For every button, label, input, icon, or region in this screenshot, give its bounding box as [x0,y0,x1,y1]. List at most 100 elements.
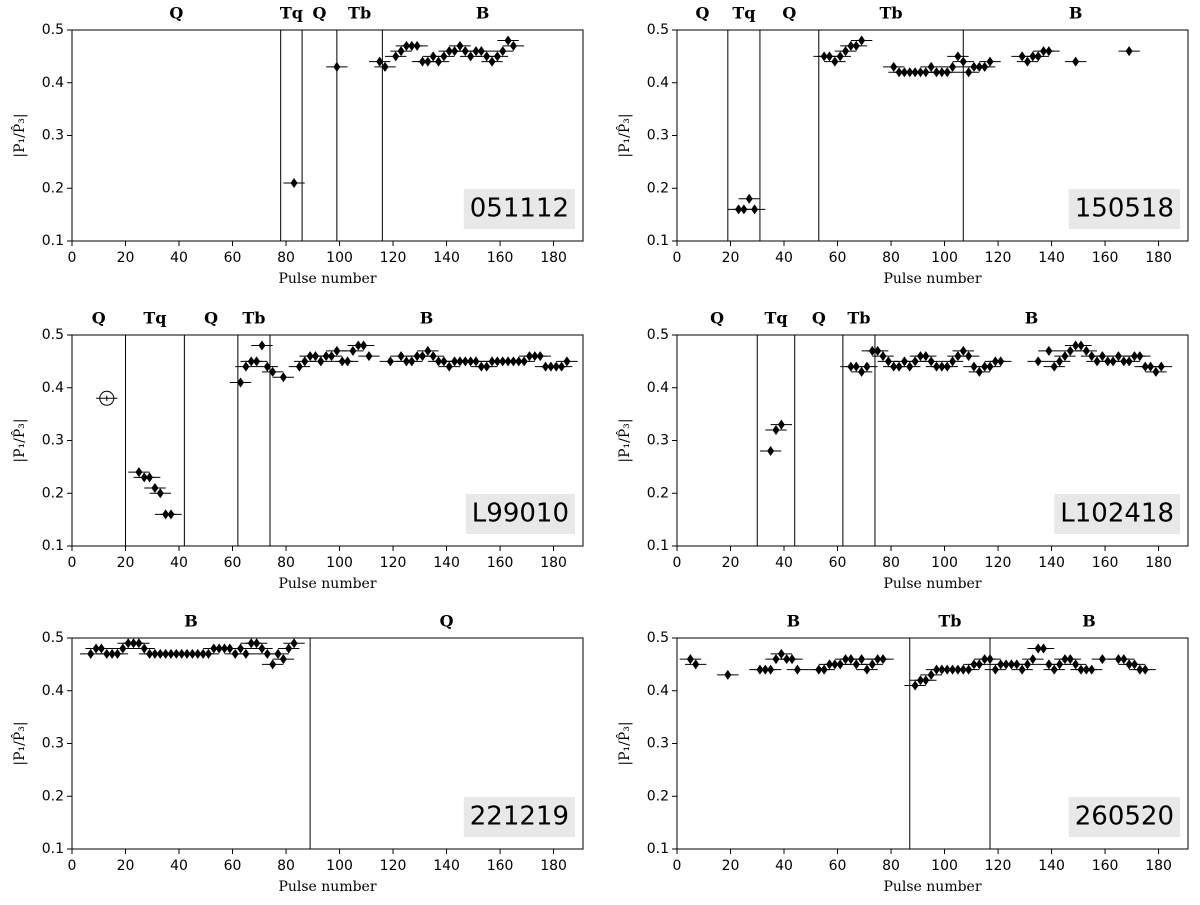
x-tick-label: 80 [277,250,295,266]
panel: 0 20 40 60 80 100 120 140 160 180 0.1 0.2 0.3 0.4 0.5 P… [10,612,584,895]
region-label: Q [313,4,327,23]
point [435,56,443,67]
x-tick-label: 160 [1092,555,1119,571]
y-tick-label: 0.3 [647,128,669,144]
region-label: B [476,4,490,23]
point [237,377,245,388]
point [301,356,309,367]
point [927,669,935,680]
point [295,361,303,372]
point [509,40,517,51]
x-tick-label: 120 [985,555,1012,571]
point [558,361,566,372]
x-tick-label: 140 [433,555,460,571]
y-tick-label: 0.1 [647,233,669,249]
point [1023,56,1031,67]
y-tick-label: 0.4 [42,683,64,699]
point [767,664,775,675]
y-tick-label: 0.3 [647,736,669,752]
point [493,51,501,62]
point [911,356,919,367]
point [1066,654,1074,665]
x-tick-label: 180 [1145,555,1172,571]
x-tick-label: 140 [1038,858,1065,874]
x-tick-label: 0 [68,555,77,571]
panel: 0 20 40 60 80 100 120 140 160 180 0.1 0.2 0.3 0.4 0.5 P… [615,309,1189,592]
point [1125,46,1133,57]
x-tick-label: 80 [277,555,295,571]
y-tick-label: 0.1 [42,538,64,554]
region-label: Tb [938,612,961,631]
point [890,61,898,72]
point [879,351,887,362]
point [943,67,951,78]
y-tick-label: 0.5 [42,22,64,38]
x-tick-label: 60 [224,250,242,266]
region-label: Q [710,309,724,328]
region-label: B [1025,309,1039,328]
y-tick-label: 0.3 [42,736,64,752]
x-tick-label: 80 [277,858,295,874]
point [959,56,967,67]
point [949,356,957,367]
point [242,648,250,659]
region-label: B [184,612,198,631]
x-tick-label: 140 [1038,250,1065,266]
y-tick-label: 0.5 [647,327,669,343]
point [927,356,935,367]
point [563,356,571,367]
point [1034,356,1042,367]
point [986,56,994,67]
point [986,654,994,665]
point [167,509,175,520]
id-label: 150518 [1075,194,1174,224]
panel: 0 20 40 60 80 100 120 140 160 180 0.1 0.2 0.3 0.4 0.5 P… [10,309,584,592]
region-label: Tb [242,309,265,328]
y-tick-label: 0.3 [647,433,669,449]
x-tick-label: 180 [1145,250,1172,266]
point [858,35,866,46]
y-tick-label: 0.2 [42,485,64,501]
point [499,46,507,57]
point [745,193,753,204]
region-label: Q [204,309,218,328]
point [975,366,983,377]
x-tick-label: 160 [487,555,514,571]
id-label-box [1068,189,1180,229]
point [1141,664,1149,675]
region-label: Tb [879,4,902,23]
region-label: Tq [764,309,787,328]
x-tick-label: 160 [1092,858,1119,874]
region-label: Q [440,612,454,631]
point [151,482,159,493]
point [997,356,1005,367]
point [424,345,432,356]
point [440,51,448,62]
y-tick-label: 0.2 [647,788,669,804]
region-label: B [420,309,434,328]
x-tick-label: 180 [540,858,567,874]
y-axis-label: |P₁/P̂₃| [10,113,28,157]
point [1023,659,1031,670]
point [290,177,298,188]
x-tick-label: 20 [117,858,135,874]
point [772,424,780,435]
point [1029,654,1037,665]
x-tick-label: 40 [170,858,188,874]
point [788,654,796,665]
region-label: Tq [143,309,166,328]
point [965,67,973,78]
point [1050,664,1058,675]
plot-frame [676,29,1189,242]
point [263,361,271,372]
point [836,51,844,62]
region-label: Q [92,309,106,328]
point [863,361,871,372]
region-label: Tq [732,4,755,23]
point [472,356,480,367]
point [253,356,261,367]
y-tick-label: 0.5 [647,22,669,38]
point [724,669,732,680]
y-tick-label: 0.3 [42,128,64,144]
y-tick-label: 0.1 [42,841,64,857]
